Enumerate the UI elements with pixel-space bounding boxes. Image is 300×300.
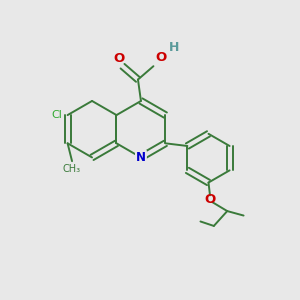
Text: Cl: Cl xyxy=(51,110,62,120)
Text: N: N xyxy=(136,151,146,164)
Text: H: H xyxy=(169,41,179,54)
Text: O: O xyxy=(113,52,124,65)
Text: CH₃: CH₃ xyxy=(63,164,81,173)
Text: O: O xyxy=(204,193,216,206)
Text: O: O xyxy=(155,51,166,64)
